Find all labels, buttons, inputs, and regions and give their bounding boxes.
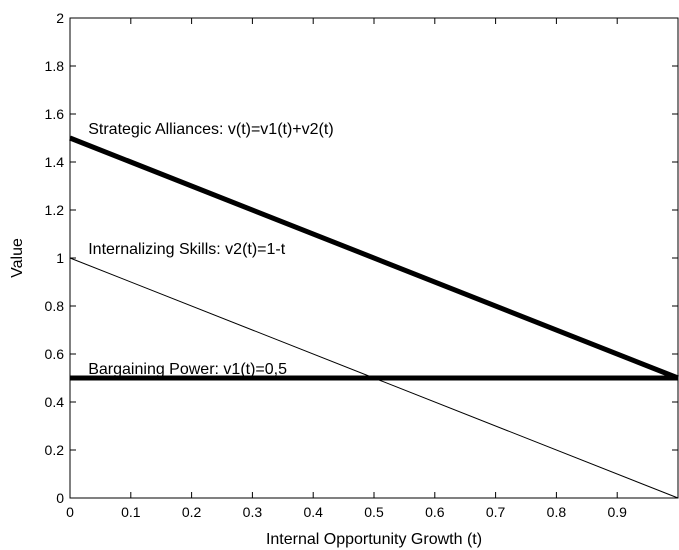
x-tick-label: 0: [66, 504, 74, 520]
y-tick-label: 1: [56, 250, 64, 266]
y-tick-label: 1.2: [45, 202, 65, 218]
y-tick-label: 0.8: [45, 298, 65, 314]
y-tick-label: 1.4: [45, 154, 65, 170]
y-axis-label: Value: [9, 238, 26, 278]
x-tick-label: 0.3: [243, 504, 263, 520]
annotation-2: Internalizing Skills: v2(t)=1-t: [88, 241, 286, 258]
x-tick-label: 0.5: [364, 504, 384, 520]
y-tick-label: 2: [56, 10, 64, 26]
annotations: Strategic Alliances: v(t)=v1(t)+v2(t) Int…: [88, 121, 333, 378]
x-tick-label: 0.7: [486, 504, 506, 520]
x-tick-label: 0.6: [425, 504, 445, 520]
y-tick-label: 0.4: [45, 394, 65, 410]
x-tick-label: 0.2: [182, 504, 202, 520]
y-tick-label: 0.2: [45, 442, 65, 458]
axis-ticks: [69, 17, 678, 499]
x-tick-label: 0.9: [607, 504, 627, 520]
annotation-1: Strategic Alliances: v(t)=v1(t)+v2(t): [88, 121, 333, 138]
axis-tick-labels: 0 0.1 0.2 0.3 0.4 0.5 0.6 0.7 0.8 0.9 0 0.2 0.4 0.6 0.…: [45, 10, 628, 520]
series-lines: [69, 135, 679, 499]
y-tick-label: 1.8: [45, 58, 65, 74]
x-tick-label: 0.4: [303, 504, 323, 520]
y-tick-label: 0.6: [45, 346, 65, 362]
x-tick-label: 0.8: [547, 504, 567, 520]
annotation-3: Bargaining Power: v1(t)=0,5: [88, 361, 287, 378]
y-tick-label: 1.6: [45, 106, 65, 122]
x-axis-label: Internal Opportunity Growth (t): [266, 531, 482, 548]
x-tick-label: 0.1: [121, 504, 141, 520]
y-tick-label: 0: [56, 490, 64, 506]
series-line-1: [69, 135, 679, 381]
